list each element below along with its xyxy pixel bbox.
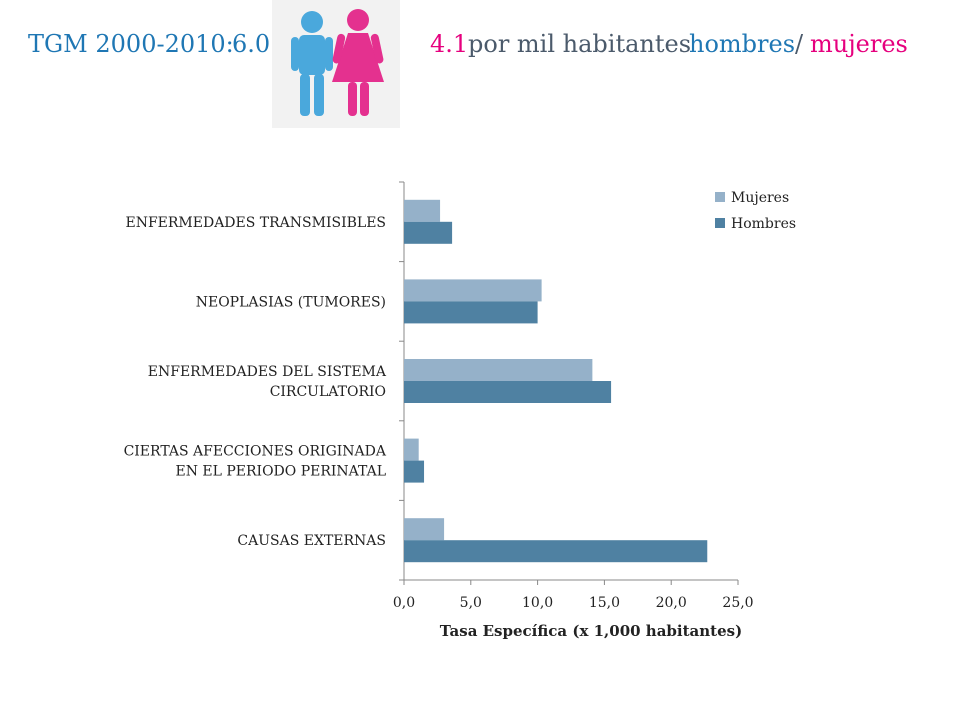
- legend-label: Mujeres: [731, 190, 789, 206]
- title-value-hombres: 6.0: [232, 30, 271, 58]
- chart-title-line: TGM 2000-2010: 6.0 4.1 por mil habitante…: [0, 30, 960, 70]
- bar-hombres: [404, 540, 708, 563]
- x-tick-label: 25,0: [722, 595, 753, 611]
- title-suffix: por mil habitantes: [468, 30, 692, 58]
- x-tick-label: 0,0: [393, 595, 415, 611]
- category-label: ENFERMEDADES TRANSMISIBLES: [125, 215, 386, 231]
- bar-hombres: [404, 221, 453, 244]
- category-label: CIRCULATORIO: [270, 384, 386, 400]
- category-label: ENFERMEDADES DEL SISTEMA: [148, 364, 387, 380]
- legend-swatch-mujeres: [715, 192, 725, 202]
- legend-label: Hombres: [731, 216, 796, 232]
- men-women-figures-icon: [272, 0, 400, 128]
- bar-mujeres: [404, 359, 593, 381]
- title-hombres-label: hombres: [689, 30, 796, 58]
- category-label: NEOPLASIAS (TUMORES): [196, 294, 386, 310]
- title-value-mujeres: 4.1: [430, 30, 469, 58]
- bar-hombres: [404, 381, 612, 403]
- bar-mujeres: [404, 279, 542, 302]
- category-label: CAUSAS EXTERNAS: [237, 533, 386, 549]
- title-separator: /: [795, 30, 804, 58]
- bar-hombres: [404, 460, 425, 483]
- x-tick-label: 20,0: [656, 595, 687, 611]
- bar-hombres: [404, 301, 538, 324]
- x-tick-label: 15,0: [589, 595, 620, 611]
- x-tick-label: 5,0: [460, 595, 482, 611]
- x-axis-title: Tasa Específica (x 1,000 habitantes): [440, 622, 742, 640]
- legend-swatch-hombres: [715, 218, 725, 228]
- x-tick-label: 10,0: [522, 595, 553, 611]
- bar-mujeres: [404, 199, 441, 222]
- category-label: EN EL PERIODO PERINATAL: [175, 464, 386, 480]
- bar-mujeres: [404, 518, 445, 541]
- category-label: CIERTAS AFECCIONES ORIGINADA: [124, 444, 387, 460]
- bar-mujeres: [404, 438, 419, 461]
- title-mujeres-label: mujeres: [810, 30, 908, 58]
- title-prefix: TGM 2000-2010:: [28, 30, 234, 58]
